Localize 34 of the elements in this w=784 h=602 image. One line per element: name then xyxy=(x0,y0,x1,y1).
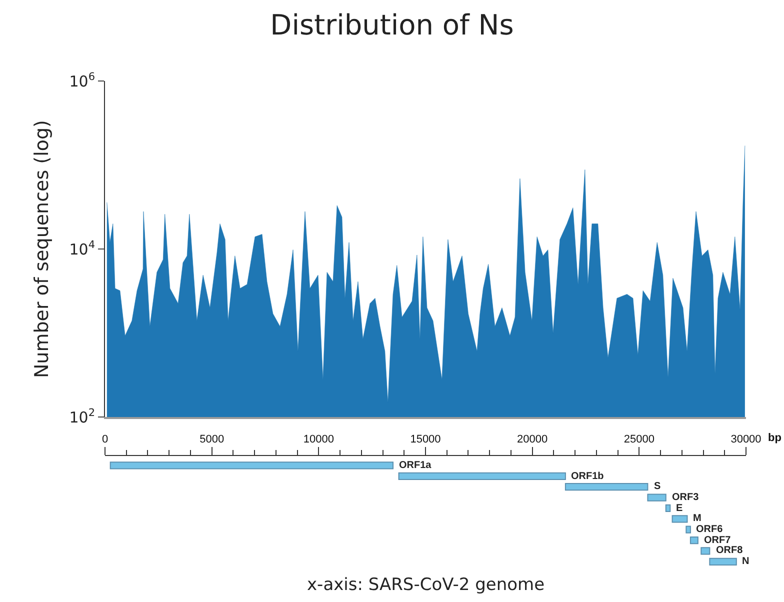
chart-title: Distribution of Ns xyxy=(270,8,514,42)
bar xyxy=(665,504,671,512)
bar xyxy=(709,558,737,566)
bar xyxy=(398,472,566,480)
x-tick-label: 10000 xyxy=(303,433,334,446)
x-tick-label: 30000 xyxy=(730,433,762,446)
bar xyxy=(700,547,710,555)
category-label: ORF1a xyxy=(399,460,432,471)
bar xyxy=(564,483,648,491)
category-label: ORF8 xyxy=(716,545,743,556)
y-tick-label: 10$^{4}$ xyxy=(69,238,96,258)
bar xyxy=(690,536,698,544)
y-tick-label: 10$^{2}$ xyxy=(69,407,95,426)
x-tick-label: 25000 xyxy=(624,433,654,446)
category-label: M xyxy=(693,513,702,524)
x-tick-label: 20000 xyxy=(517,433,548,446)
category-label: ORF1b xyxy=(571,471,604,482)
bar xyxy=(672,515,688,523)
category-label: E xyxy=(676,503,683,514)
category-label: ORF3 xyxy=(672,492,699,503)
bar xyxy=(686,526,691,534)
y-tick-label: 10$^{6}$ xyxy=(69,70,96,90)
x-tick-label: 5000 xyxy=(200,433,224,446)
category-label: N xyxy=(742,556,750,567)
category-label: ORF7 xyxy=(704,535,731,546)
x-tick-label: 15000 xyxy=(410,433,441,446)
y-axis-title: Number of sequences (log) xyxy=(31,120,54,378)
bar xyxy=(647,494,666,502)
category-label: S xyxy=(654,481,661,492)
text: x-axis: SARS-CoV-2 genome xyxy=(307,575,545,595)
bar xyxy=(110,462,394,470)
category-label: ORF6 xyxy=(696,524,723,535)
x-tick-label: 0 xyxy=(102,433,108,446)
x-axis-title: bp xyxy=(768,432,782,444)
